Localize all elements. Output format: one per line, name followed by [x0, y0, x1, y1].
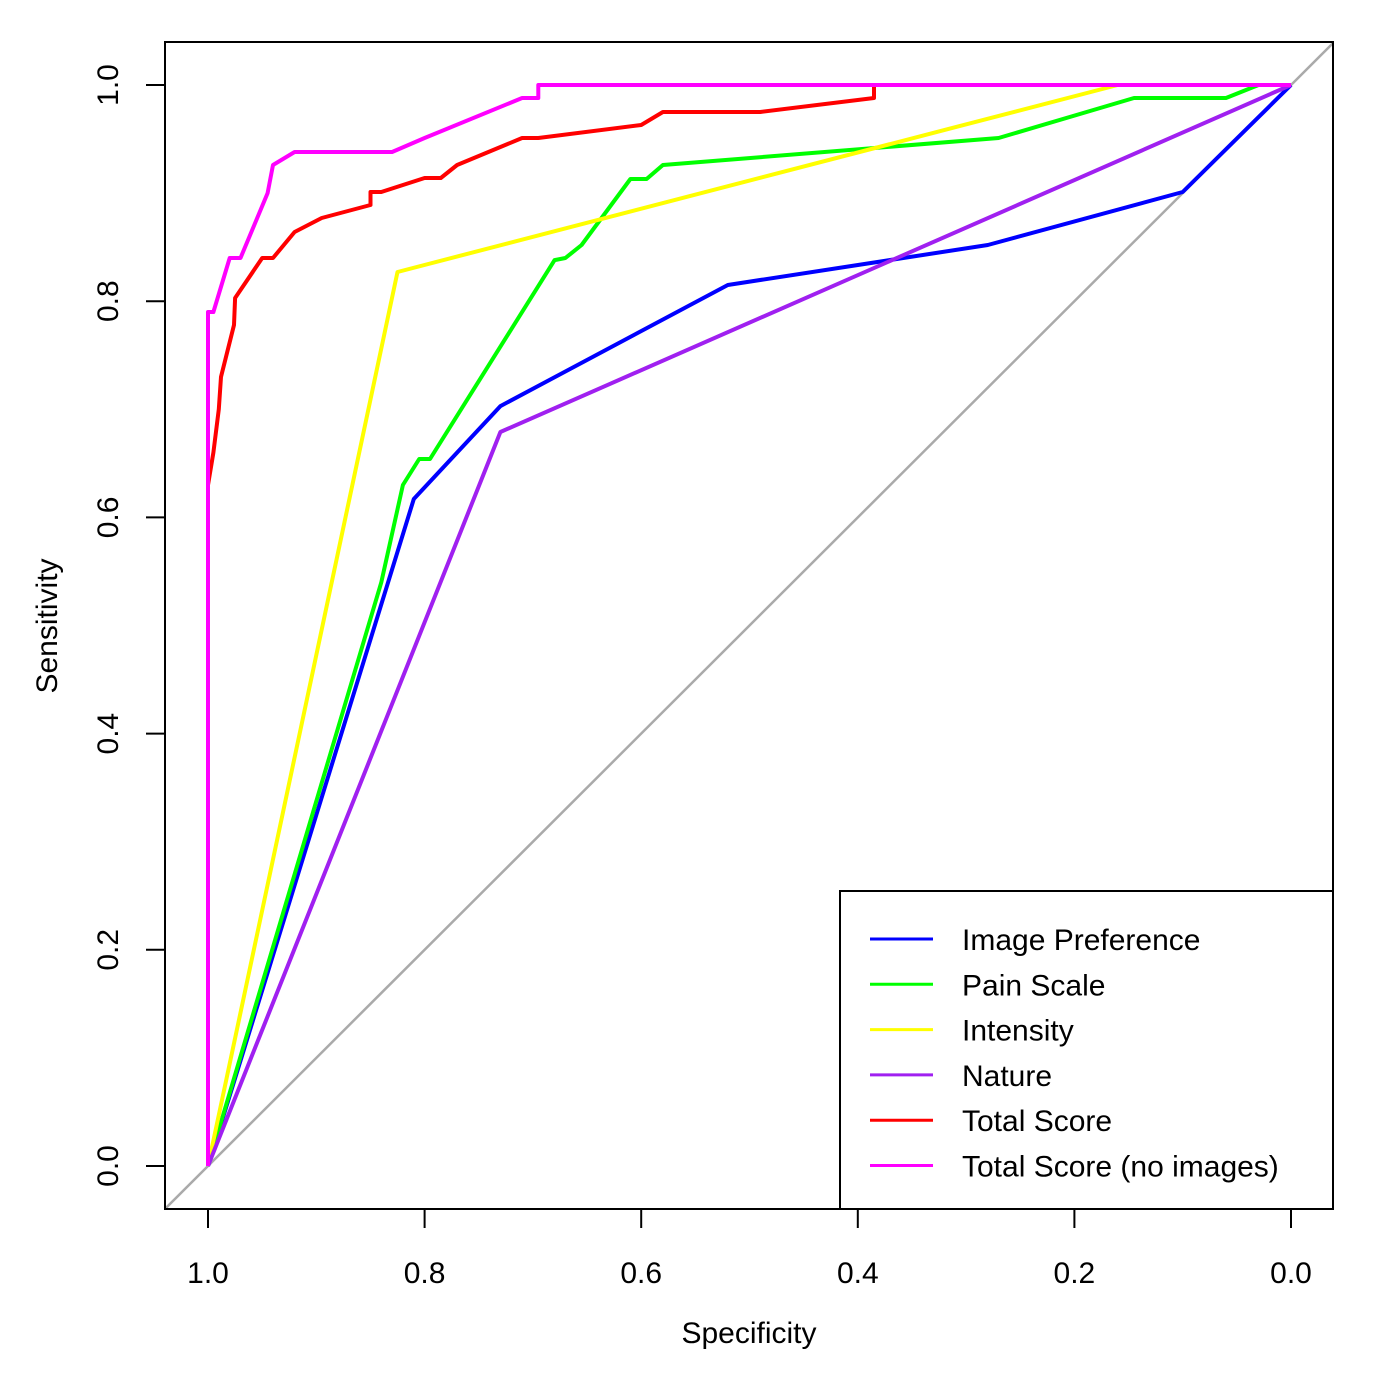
x-tick-label: 0.4 [837, 1257, 879, 1290]
x-tick-label: 0.6 [620, 1257, 662, 1290]
legend-box [839, 890, 1334, 1210]
legend-label: Nature [962, 1060, 1052, 1093]
series-line-nature [206, 83, 1292, 1167]
chance-diagonal-line [165, 42, 1333, 1209]
y-tick-label: 1.0 [92, 64, 125, 106]
y-tick-label: 0.8 [92, 280, 125, 322]
x-tick-label: 0.2 [1054, 1257, 1096, 1290]
legend-label: Total Score [962, 1105, 1112, 1138]
y-axis-title: Sensitivity [31, 558, 64, 693]
series-line-total-score [206, 83, 1291, 486]
legend-label: Image Preference [962, 924, 1200, 957]
series-line-pain-scale [206, 83, 1291, 1167]
x-tick-label: 0.0 [1270, 1257, 1312, 1290]
series-line-image-preference [206, 83, 1293, 1167]
y-tick-label: 0.6 [92, 497, 125, 539]
x-tick-label: 0.8 [404, 1257, 446, 1290]
x-axis-title: Specificity [681, 1317, 816, 1350]
x-tick-label: 1.0 [187, 1257, 229, 1290]
legend-label: Intensity [962, 1015, 1074, 1048]
reference-layer [165, 42, 1333, 1209]
series-layer [206, 83, 1293, 1167]
y-axis: 0.0 0.2 0.4 0.6 0.8 1.0 [92, 64, 166, 1187]
legend-label: Pain Scale [962, 969, 1105, 1002]
legend: Image Preference Pain Scale Intensity Natur… [839, 890, 1334, 1210]
x-axis: 1.0 0.8 0.6 0.4 0.2 0.0 [187, 1208, 1312, 1290]
legend-label: Total Score (no images) [962, 1151, 1279, 1184]
y-tick-label: 0.0 [92, 1145, 125, 1187]
y-tick-label: 0.2 [92, 929, 125, 971]
y-tick-label: 0.4 [92, 713, 125, 755]
series-line-total-score-no-images [206, 83, 1291, 1166]
